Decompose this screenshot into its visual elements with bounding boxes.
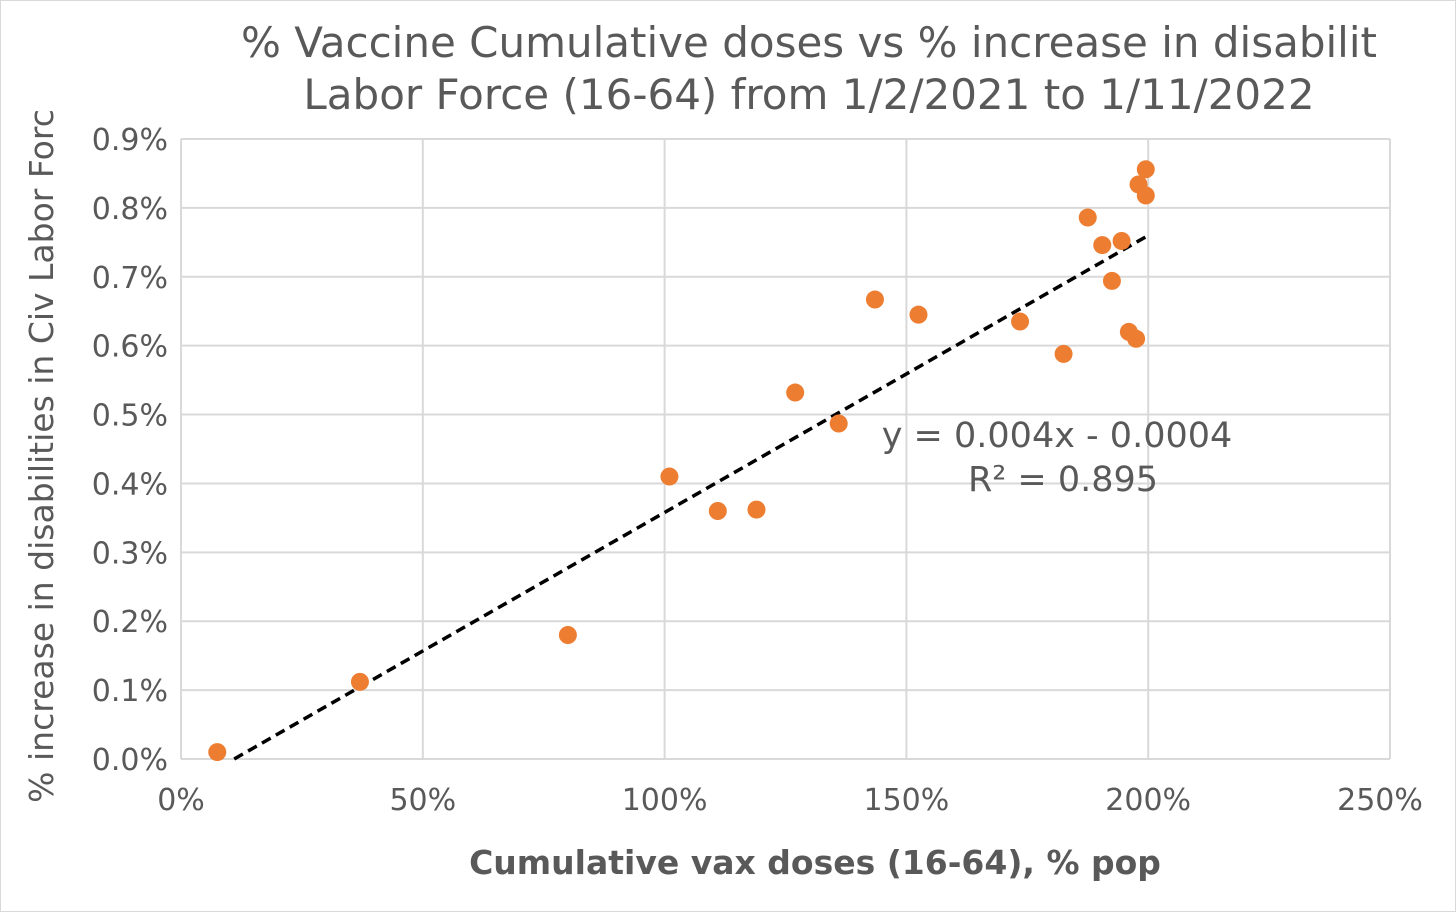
data-point <box>708 502 727 520</box>
data-point <box>1136 160 1155 179</box>
data-point <box>1102 271 1121 290</box>
chart-title-line-1: % Vaccine Cumulative doses vs % increase… <box>241 18 1377 67</box>
x-axis-label: Cumulative vax doses (16-64), % pop <box>469 843 1161 882</box>
data-point <box>660 467 679 486</box>
y-tick-label: 0.2% <box>92 605 168 640</box>
gridlines <box>180 138 1391 760</box>
y-tick-label: 0.6% <box>92 330 168 365</box>
data-point <box>558 626 577 644</box>
y-tick-label: 0.3% <box>92 536 168 571</box>
data-point <box>1011 312 1030 331</box>
x-tick-label: 50% <box>389 783 456 818</box>
x-tick-label: 0% <box>157 783 205 818</box>
data-point <box>786 383 805 402</box>
chart-title: % Vaccine Cumulative doses vs % increase… <box>241 18 1377 119</box>
y-tick-label: 0.1% <box>92 674 168 709</box>
r-squared-label: R² = 0.895 <box>968 460 1158 500</box>
x-tick-label: 250% <box>1337 783 1423 818</box>
data-point <box>1127 329 1146 348</box>
data-point <box>1136 186 1155 205</box>
data-point <box>1093 236 1112 255</box>
data-point <box>208 743 227 762</box>
data-point <box>909 305 928 324</box>
x-tick-label: 200% <box>1105 783 1191 818</box>
y-tick-label: 0.5% <box>92 399 168 434</box>
data-points <box>208 160 1155 762</box>
data-point <box>865 290 884 309</box>
y-tick-label: 0.0% <box>92 743 168 778</box>
x-axis-ticks: 0% 50% 100% 150% 200% 250% <box>157 783 1423 818</box>
y-tick-label: 0.7% <box>92 261 168 296</box>
data-point <box>1054 344 1073 363</box>
trendline-equation: y = 0.004x - 0.0004 <box>882 416 1233 456</box>
data-point <box>829 414 848 433</box>
x-tick-label: 150% <box>864 783 950 818</box>
data-point <box>747 500 766 519</box>
chart-title-line-2: Labor Force (16-64) from 1/2/2021 to 1/1… <box>303 70 1314 119</box>
data-point <box>1112 231 1131 250</box>
y-axis-label: % increase in disabilities in Civ Labor … <box>22 109 61 803</box>
y-tick-label: 0.4% <box>92 467 168 502</box>
y-axis-ticks: 0.0% 0.1% 0.2% 0.3% 0.4% 0.5% 0.6% 0.7% 0.8% 0.9% <box>92 123 168 778</box>
data-point <box>1078 208 1097 227</box>
y-tick-label: 0.9% <box>92 123 168 158</box>
y-tick-label: 0.8% <box>92 192 168 227</box>
x-tick-label: 100% <box>622 783 708 818</box>
data-point <box>350 672 369 691</box>
